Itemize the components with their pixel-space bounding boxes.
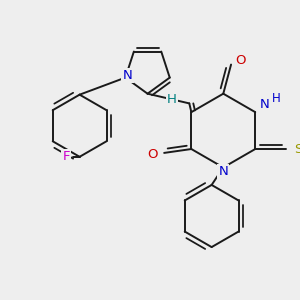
Text: F: F	[62, 150, 70, 163]
Text: O: O	[236, 54, 246, 67]
Text: H: H	[272, 92, 281, 105]
Text: N: N	[122, 69, 132, 82]
Text: S: S	[294, 142, 300, 155]
Text: H: H	[167, 93, 177, 106]
Text: O: O	[147, 148, 158, 161]
Text: N: N	[218, 165, 228, 178]
Text: N: N	[260, 98, 270, 111]
